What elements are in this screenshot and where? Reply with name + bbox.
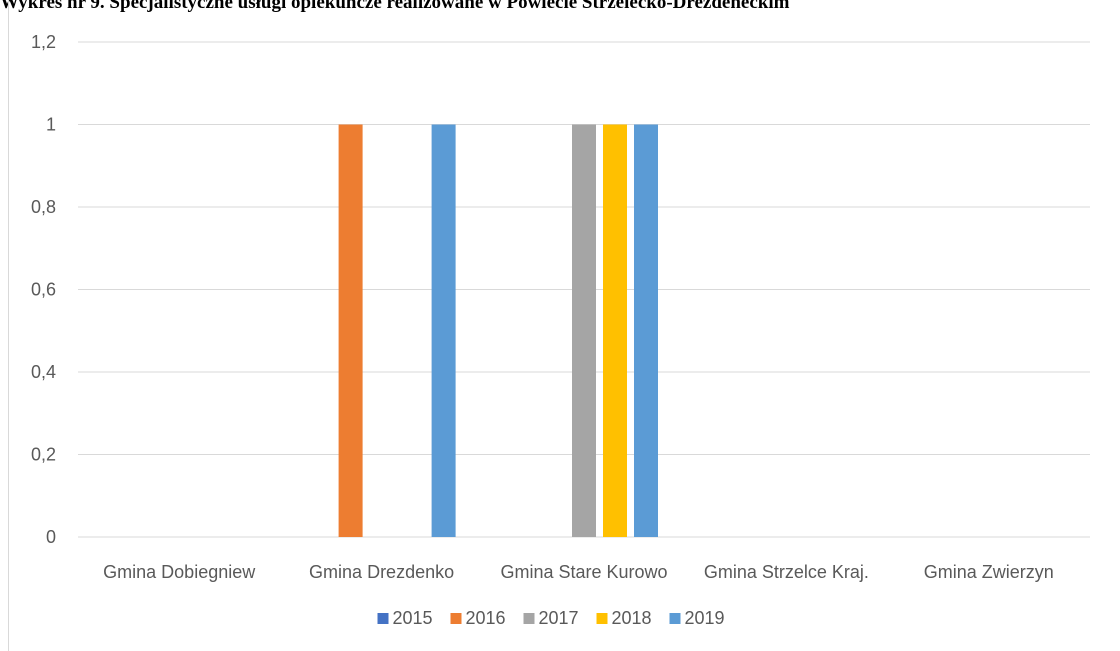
y-tick-label: 0,4 bbox=[31, 362, 56, 382]
legend: 2015 2016 2017 2018 2019 bbox=[377, 608, 725, 628]
legend-swatch bbox=[523, 613, 535, 624]
legend-swatch bbox=[450, 613, 462, 624]
legend-label: 2018 bbox=[612, 608, 652, 628]
x-category-label: Gmina Strzelce Kraj. bbox=[704, 562, 869, 582]
y-tick-label: 0 bbox=[46, 527, 56, 547]
x-category-label: Gmina Dobiegniew bbox=[103, 562, 256, 582]
y-axis-ticks: 0 0,2 0,4 0,6 0,8 1 1,2 bbox=[31, 32, 56, 547]
bar-2017 bbox=[572, 124, 596, 537]
y-tick-label: 1 bbox=[46, 115, 56, 135]
x-category-label: Gmina Stare Kurowo bbox=[500, 562, 667, 582]
x-category-label: Gmina Drezdenko bbox=[309, 562, 454, 582]
x-category-label: Gmina Zwierzyn bbox=[924, 562, 1054, 582]
legend-label: 2019 bbox=[685, 608, 725, 628]
y-tick-label: 1,2 bbox=[31, 32, 56, 52]
bar-2019 bbox=[634, 124, 658, 537]
bars bbox=[338, 124, 658, 537]
y-tick-label: 0,8 bbox=[31, 197, 56, 217]
y-tick-label: 0,2 bbox=[31, 445, 56, 465]
legend-label: 2015 bbox=[393, 608, 433, 628]
legend-label: 2016 bbox=[466, 608, 506, 628]
x-axis-labels: Gmina Dobiegniew Gmina Drezdenko Gmina Sta… bbox=[103, 562, 1054, 582]
bar-2018 bbox=[603, 124, 627, 537]
legend-label: 2017 bbox=[539, 608, 579, 628]
bar-2019 bbox=[431, 124, 456, 537]
legend-swatch bbox=[596, 613, 608, 624]
y-tick-label: 0,6 bbox=[31, 280, 56, 300]
legend-swatch bbox=[669, 613, 681, 624]
chart-title: Wykres nr 9. Specjalistyczne usługi opie… bbox=[0, 0, 790, 13]
chart-area-border bbox=[8, 0, 9, 651]
legend-swatch bbox=[377, 613, 389, 624]
bar-2016 bbox=[338, 124, 363, 537]
